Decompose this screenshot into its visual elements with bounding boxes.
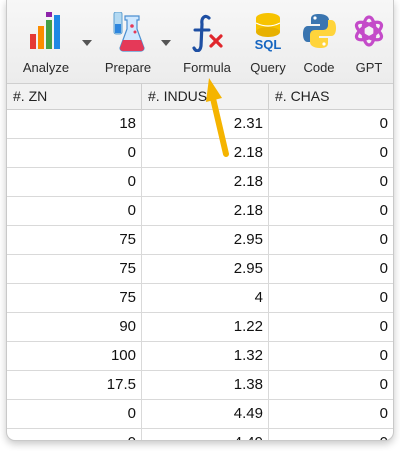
formula-label: Formula [183, 60, 231, 75]
column-header-zn[interactable]: #. ZN [7, 84, 142, 109]
table-cell[interactable]: 75 [7, 255, 142, 283]
table-row: 17.5 1.38 0 [7, 371, 393, 400]
gpt-icon [354, 15, 384, 47]
table-cell[interactable]: 0 [379, 318, 388, 335]
table-row: 04.490 [7, 429, 393, 440]
table-cell[interactable]: 75 [7, 226, 142, 254]
table-cell[interactable]: 0 [379, 231, 388, 248]
python-icon [303, 14, 336, 48]
table-cell[interactable]: 4.49 [142, 429, 269, 440]
table-cell[interactable]: 0 [379, 173, 388, 190]
table-cell[interactable]: 2.18 [142, 139, 269, 167]
table-row: 75 2.95 0 [7, 255, 393, 284]
formula-button[interactable]: Formula [177, 0, 237, 83]
formula-icon [192, 14, 223, 52]
gpt-label: GPT [355, 60, 383, 75]
table-cell[interactable]: 2.18 [142, 197, 269, 225]
table-cell[interactable]: 1.32 [142, 342, 269, 370]
gpt-button[interactable]: GPT [347, 0, 391, 83]
analyze-dropdown-icon[interactable] [82, 40, 92, 46]
code-button[interactable]: Code [297, 0, 341, 83]
table-row: 0 2.18 0 [7, 197, 393, 226]
grid-body: 18 2.31 0 0 2.18 0 0 2.18 0 0 2.18 0 75 2.95 0 75 2.95 0 7… [7, 110, 393, 440]
prepare-button[interactable]: Prepare [97, 0, 159, 83]
table-cell[interactable]: 17.5 [7, 371, 142, 399]
table-cell[interactable]: 0 [7, 197, 142, 225]
column-header-indus[interactable]: #. INDUS [142, 84, 269, 109]
table-cell[interactable]: 0 [379, 202, 388, 219]
table-cell[interactable]: 75 [7, 284, 142, 312]
table-row: 75 2.95 0 [7, 226, 393, 255]
analyze-button[interactable]: Analyze [15, 0, 77, 83]
query-label: Query [250, 60, 286, 75]
table-cell[interactable]: 1.38 [142, 371, 269, 399]
table-cell[interactable]: 90 [7, 313, 142, 341]
query-button[interactable]: SQL Query [243, 0, 293, 83]
table-row: 0 2.18 0 [7, 168, 393, 197]
pointer-arrow-icon [206, 78, 229, 157]
table-row: 18 2.31 0 [7, 110, 393, 139]
prepare-dropdown-icon[interactable] [161, 40, 171, 46]
table-cell[interactable]: 0 [379, 376, 388, 393]
table-cell[interactable]: 0 [7, 400, 142, 428]
table-cell[interactable]: 100 [7, 342, 142, 370]
table-cell[interactable]: 0 [269, 429, 393, 440]
table-cell[interactable]: 0 [379, 144, 388, 161]
data-grid: #. ZN #. INDUS #. CHAS 18 2.31 0 0 2.18 0 0 2.1… [7, 84, 393, 440]
table-cell[interactable]: 2.31 [142, 110, 269, 138]
svg-text:SQL: SQL [255, 37, 282, 52]
grid-header: #. ZN #. INDUS #. CHAS [7, 84, 393, 110]
table-row: 75 4 0 [7, 284, 393, 313]
prepare-label: Prepare [104, 60, 152, 75]
table-cell[interactable]: 0 [379, 260, 388, 277]
table-cell[interactable]: 2.95 [142, 226, 269, 254]
toolbar: Analyze Prepare Formula [7, 0, 393, 84]
flask-icon [113, 12, 145, 52]
table-cell[interactable]: 0 [379, 405, 388, 422]
app-window: Analyze Prepare Formula [6, 0, 394, 441]
table-cell[interactable]: 2.95 [142, 255, 269, 283]
table-cell[interactable]: 0 [379, 347, 388, 364]
table-cell[interactable]: 0 [7, 429, 142, 440]
code-label: Code [303, 60, 335, 75]
table-row: 100 1.32 0 [7, 342, 393, 371]
table-cell[interactable]: 2.18 [142, 168, 269, 196]
table-cell[interactable]: 0 [7, 168, 142, 196]
database-sql-icon: SQL [255, 13, 282, 52]
table-cell[interactable]: 18 [7, 110, 142, 138]
table-cell[interactable]: 4 [142, 284, 269, 312]
bar-chart-icon [30, 12, 60, 49]
table-row: 0 2.18 0 [7, 139, 393, 168]
table-cell[interactable]: 0 [379, 115, 388, 132]
table-cell[interactable]: 0 [7, 139, 142, 167]
table-cell[interactable]: 1.22 [142, 313, 269, 341]
column-header-chas[interactable]: #. CHAS [275, 88, 330, 104]
table-cell[interactable]: 4.49 [142, 400, 269, 428]
analyze-label: Analyze [22, 60, 70, 75]
table-cell[interactable]: 0 [379, 289, 388, 306]
table-row: 90 1.22 0 [7, 313, 393, 342]
